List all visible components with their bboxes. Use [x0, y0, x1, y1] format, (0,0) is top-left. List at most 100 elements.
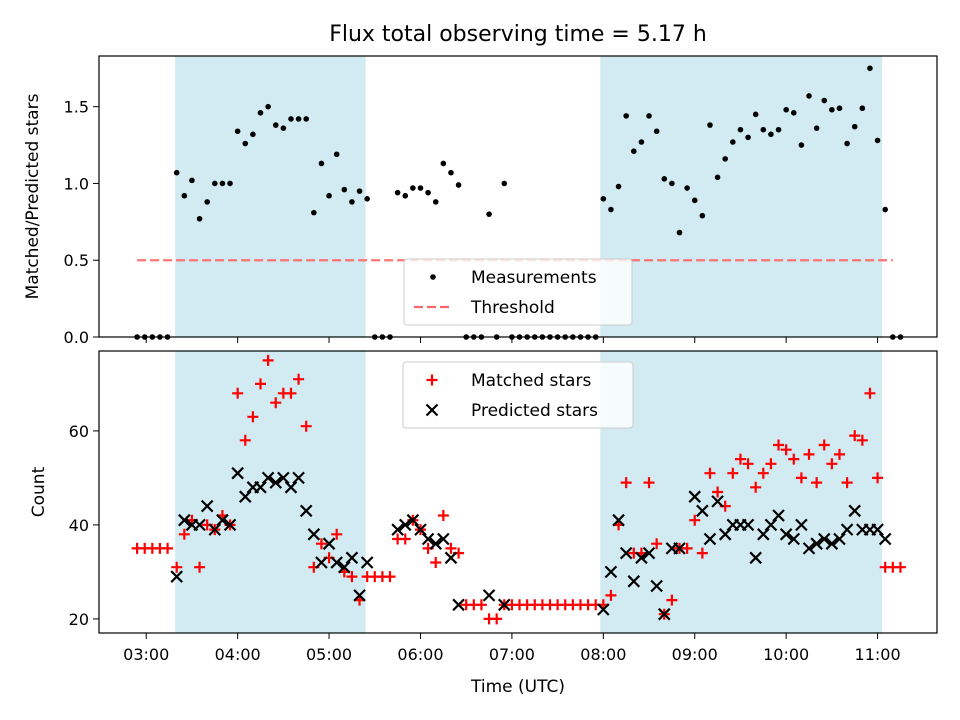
predicted-star-point — [353, 589, 366, 602]
matched-star-point — [681, 542, 693, 554]
predicted-star-point — [802, 542, 816, 555]
xtick-label: 11:00 — [855, 645, 901, 664]
measurement-point — [196, 215, 203, 222]
measurement-point — [821, 97, 828, 104]
predicted-star-point — [627, 575, 641, 588]
predicted-star-point — [741, 518, 755, 532]
top-ytick-label: 0.5 — [64, 251, 89, 270]
matched-star-point — [849, 430, 861, 442]
measurement-point — [295, 116, 302, 122]
predicted-star-point — [840, 523, 854, 536]
predicted-star-point — [764, 518, 778, 532]
legend-measurements-label: Measurements — [471, 268, 597, 288]
predicted-star-point — [772, 509, 785, 522]
matched-star-point — [399, 533, 411, 545]
predicted-star-point — [231, 466, 244, 480]
predicted-star-point — [612, 513, 625, 527]
top-ytick-label: 1.5 — [64, 98, 89, 117]
predicted-star-point — [642, 546, 656, 560]
matched-star-point — [300, 420, 312, 432]
matched-star-point — [750, 481, 762, 493]
measurement-point — [775, 126, 782, 133]
measurement-point — [691, 197, 698, 204]
measurement-point — [341, 186, 348, 193]
matched-star-point — [818, 439, 830, 451]
x-axis-label: Time (UTC) — [470, 677, 565, 697]
matched-star-point — [384, 571, 396, 583]
matched-star-point — [864, 387, 876, 399]
predicted-star-point — [825, 537, 839, 550]
predicted-star-point — [597, 603, 610, 616]
measurement-point — [417, 185, 424, 191]
matched-star-point — [696, 547, 708, 559]
matched-star-point — [872, 472, 884, 484]
xtick-label: 07:00 — [489, 645, 535, 664]
measurement-point — [790, 110, 797, 116]
predicted-star-point — [696, 504, 709, 518]
matched-star-point — [643, 477, 655, 489]
measurement-point — [684, 185, 690, 191]
matched-star-point — [285, 387, 297, 399]
xtick-label: 04:00 — [215, 645, 261, 664]
measurement-point — [768, 131, 774, 138]
matched-star-point — [270, 397, 282, 409]
matched-star-point — [247, 411, 259, 423]
predicted-star-point — [178, 513, 191, 527]
matched-star-point — [773, 439, 785, 451]
matched-star-point — [194, 561, 206, 573]
measurement-point — [867, 65, 873, 72]
predicted-star-point — [315, 556, 328, 569]
matched-star-point — [162, 542, 174, 554]
measurement-point — [173, 169, 180, 176]
measurement-point — [311, 209, 317, 216]
bottom-ytick-label: 60 — [69, 422, 89, 441]
matched-star-point — [437, 510, 449, 521]
matched-star-point — [331, 528, 343, 540]
matched-star-point — [841, 477, 853, 489]
legend-threshold-label: Threshold — [470, 298, 555, 318]
measurement-point — [745, 134, 751, 141]
xtick-label: 08:00 — [580, 645, 626, 664]
measurement-point — [402, 192, 409, 199]
predicted-star-point — [223, 518, 237, 532]
measurement-point — [806, 93, 812, 99]
top-legend: Measurements Threshold — [403, 258, 633, 326]
predicted-star-point — [703, 532, 717, 546]
predicted-star-point — [238, 490, 252, 503]
bottom-legend-box — [402, 361, 634, 429]
bottom-ytick-label: 40 — [69, 516, 89, 535]
measurement-point — [874, 137, 881, 144]
measurement-point — [630, 148, 637, 155]
measurement-point — [280, 125, 287, 131]
matched-star-point — [704, 467, 716, 479]
predicted-star-point — [650, 579, 663, 593]
matched-star-point — [232, 387, 244, 399]
predicted-star-point — [482, 589, 496, 602]
measurement-point — [394, 189, 401, 196]
top-ytick-label: 1.0 — [64, 174, 89, 193]
measurement-point — [783, 106, 789, 113]
predicted-star-point — [848, 504, 862, 518]
measurement-point — [250, 131, 256, 138]
predicted-star-point — [787, 532, 801, 546]
top-legend-box — [403, 258, 633, 326]
measurements-series — [134, 65, 904, 340]
measurement-point — [836, 105, 843, 112]
predicted-star-point — [635, 551, 648, 565]
predicted-star-point — [208, 523, 222, 536]
bottom-y-axis: 20 40 60 — [69, 422, 99, 629]
measurement-point — [608, 206, 614, 213]
matched-star-point — [742, 458, 754, 470]
legend-predicted-label: Predicted stars — [471, 401, 598, 421]
measurement-point — [722, 156, 729, 162]
measurement-point — [425, 189, 431, 196]
predicted-star-point — [269, 476, 283, 489]
top-shade-0 — [175, 56, 366, 337]
predicted-star-point — [619, 546, 633, 560]
predicted-star-point — [414, 523, 427, 536]
matched-star-point — [788, 453, 800, 465]
matched-star-point — [757, 467, 769, 479]
matched-star-point — [262, 354, 274, 366]
predicted-star-point — [322, 537, 336, 550]
